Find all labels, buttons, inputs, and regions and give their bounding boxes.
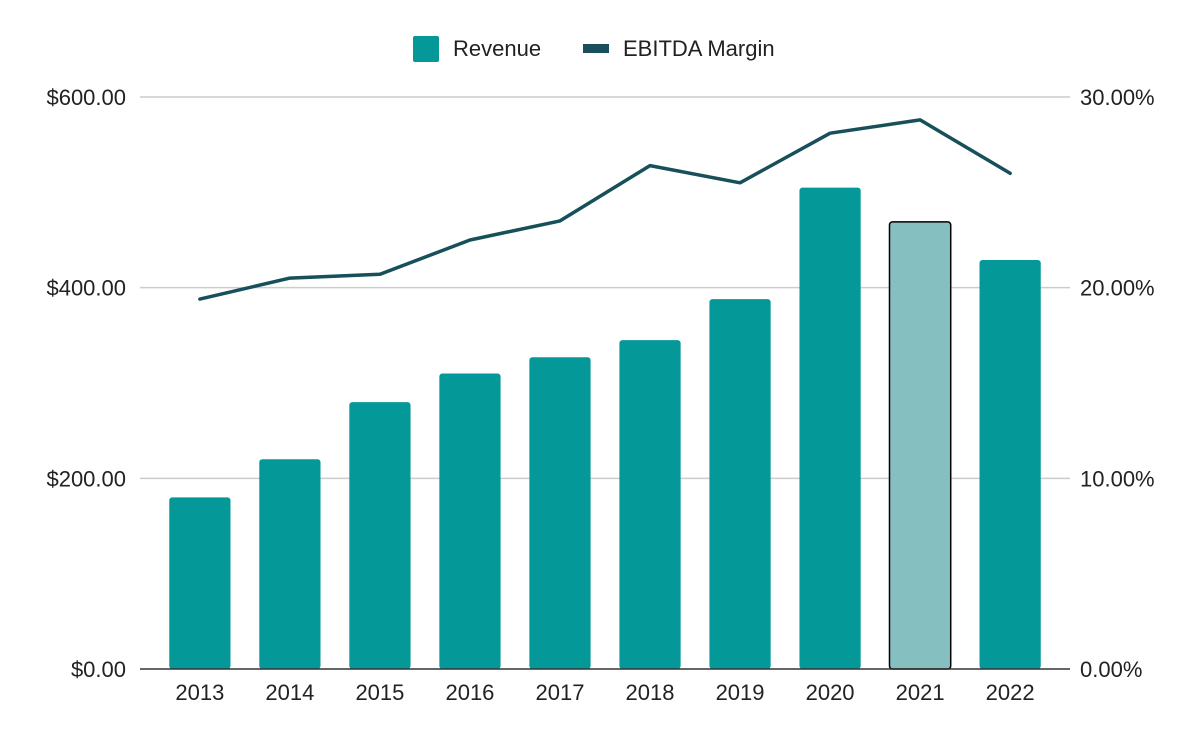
x-axis-tick-label: 2022: [986, 680, 1035, 705]
ebitda-margin-line: [198, 118, 1012, 301]
right-axis-tick-labels: 0.00% 10.00% 20.00% 30.00%: [1080, 85, 1155, 682]
revenue-bar-2021: [888, 221, 952, 670]
right-axis-tick-label: 0.00%: [1080, 657, 1142, 682]
revenue-bar-2016: [439, 373, 501, 669]
x-axis-tick-label: 2020: [806, 680, 855, 705]
legend-swatch-revenue: [413, 36, 439, 62]
revenue-bars: [169, 187, 1041, 670]
left-axis-tick-label: $600.00: [46, 85, 126, 110]
x-axis-tick-label: 2021: [896, 680, 945, 705]
left-axis-tick-labels: $0.00 $200.00 $400.00 $600.00: [46, 85, 126, 682]
revenue-bar-2015: [349, 402, 411, 669]
revenue-bar-2013: [169, 497, 231, 669]
right-axis-tick-label: 10.00%: [1080, 466, 1155, 491]
revenue-bar-2018: [619, 340, 681, 669]
right-axis-tick-label: 20.00%: [1080, 276, 1155, 301]
x-axis-tick-label: 2016: [445, 680, 494, 705]
legend-label-revenue: Revenue: [453, 36, 541, 61]
x-axis-tick-label: 2015: [355, 680, 404, 705]
left-axis-tick-label: $400.00: [46, 276, 126, 301]
x-axis-tick-label: 2019: [716, 680, 765, 705]
x-axis-tick-labels: 2013 2014 2015 2016 2017 2018 2019 2020 2021 2022: [175, 680, 1034, 705]
revenue-bar-2022: [979, 260, 1041, 669]
right-axis-tick-label: 30.00%: [1080, 85, 1155, 110]
x-axis-tick-label: 2013: [175, 680, 224, 705]
revenue-bar-2020: [799, 187, 861, 670]
x-axis-tick-label: 2018: [626, 680, 675, 705]
legend-label-ebitda-margin: EBITDA Margin: [623, 36, 775, 61]
x-axis-tick-label: 2017: [536, 680, 585, 705]
x-axis-tick-label: 2014: [265, 680, 314, 705]
legend-item-ebitda-margin: EBITDA Margin: [583, 36, 775, 61]
revenue-bar-2019: [709, 299, 771, 669]
ebitda-margin-series-line: [198, 118, 1012, 301]
legend-swatch-ebitda-margin: [583, 44, 609, 53]
revenue-bar-2017: [529, 357, 591, 669]
left-axis-tick-label: $0.00: [71, 657, 126, 682]
legend-item-revenue: Revenue: [413, 36, 541, 62]
left-axis-tick-label: $200.00: [46, 466, 126, 491]
revenue-bar-2014: [259, 459, 321, 669]
legend: Revenue EBITDA Margin: [413, 36, 775, 62]
